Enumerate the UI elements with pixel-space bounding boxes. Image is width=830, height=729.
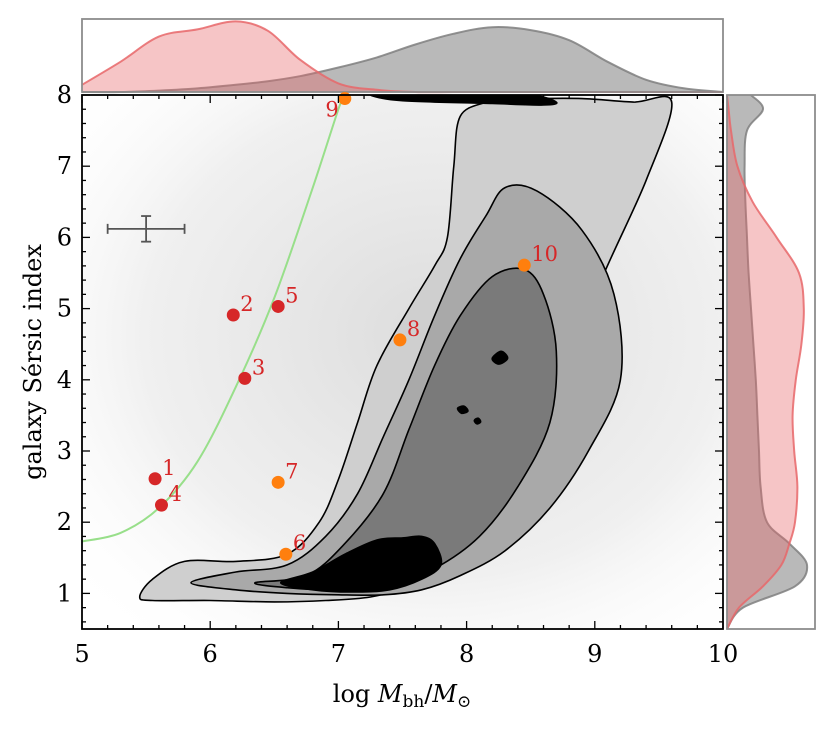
y-axis-title: galaxy Sérsic index	[19, 244, 47, 480]
point-label-4: 4	[168, 482, 181, 506]
top-marginal-frame	[81, 18, 724, 93]
point-2	[226, 308, 240, 322]
x-axis-title: log Mbh/M⊙	[333, 680, 471, 712]
x-tick-label-6: 6	[203, 640, 218, 668]
y-tick-label-7: 7	[57, 152, 72, 180]
main-frame	[81, 94, 724, 630]
y-tick-label-1: 1	[57, 579, 72, 607]
point-6	[279, 547, 293, 561]
contour-level-4-6	[456, 405, 469, 415]
point-3	[238, 371, 252, 385]
y-tick-label-5: 5	[57, 295, 72, 323]
contour-level-4-7	[473, 417, 482, 425]
x-tick-label-10: 10	[708, 640, 739, 668]
top-marginal-densities	[81, 20, 724, 94]
x-tick-label-7: 7	[331, 640, 346, 668]
point-label-8: 8	[407, 317, 420, 341]
y-tick-label-6: 6	[57, 223, 72, 251]
point-7	[271, 475, 285, 489]
axis-ticks: 5 6 7 8 9 10 1 2 3 4 5 6 7 8	[57, 81, 739, 668]
y-tick-label-2: 2	[57, 508, 72, 536]
point-4	[154, 498, 168, 512]
right-density-red-fill	[727, 95, 804, 629]
point-9	[338, 92, 352, 106]
right-density-gray-fill	[727, 95, 808, 629]
right-density-gray-line	[726, 94, 809, 630]
y-tick-label-8: 8	[57, 81, 72, 109]
contour-level-4-4	[369, 95, 558, 106]
right-marginal-panel	[726, 94, 816, 630]
x-tick-label-8: 8	[459, 640, 474, 668]
y-tick-label-3: 3	[57, 437, 72, 465]
point-label-1: 1	[162, 456, 175, 480]
top-density-red-fill	[82, 21, 723, 93]
x-tick-label-9: 9	[587, 640, 602, 668]
point-label-10: 10	[531, 242, 558, 266]
scatter-points: 1 2 3 4 5 6 7 8 9 10	[148, 92, 558, 561]
point-label-6: 6	[293, 531, 306, 555]
y-tick-label-4: 4	[57, 366, 72, 394]
top-density-gray-fill	[82, 27, 723, 93]
top-marginal-panel	[81, 18, 724, 94]
point-label-7: 7	[285, 459, 298, 483]
x-tick-label-5: 5	[74, 640, 89, 668]
point-label-2: 2	[240, 292, 253, 316]
point-label-3: 3	[252, 355, 265, 379]
main-plot-area: 1 2 3 4 5 6 7 8 9 10 5 6 7 8 9 10 1 2 3 4 5 6 7 8	[57, 81, 739, 668]
point-label-5: 5	[285, 283, 298, 307]
error-bar	[106, 215, 186, 243]
point-10	[517, 258, 531, 272]
point-5	[271, 299, 285, 313]
point-8	[393, 333, 407, 347]
point-label-9: 9	[325, 98, 338, 122]
top-density-gray-line	[81, 26, 724, 94]
right-marginal-frame	[726, 94, 816, 630]
right-density-red-line	[726, 94, 805, 630]
contour-level-4-3	[279, 535, 443, 593]
point-1	[148, 472, 162, 486]
density-contours	[138, 95, 673, 603]
right-marginal-densities	[726, 94, 809, 630]
contour-level-4-5	[491, 350, 509, 365]
